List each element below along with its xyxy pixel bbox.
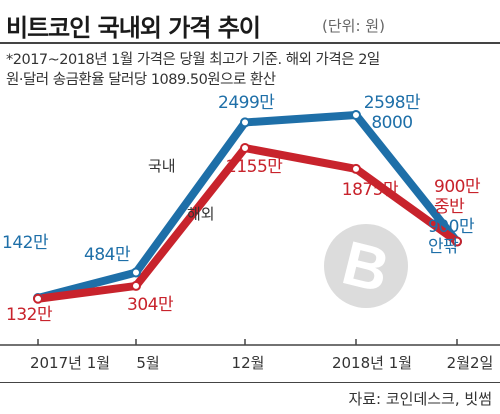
x-tick-label: 2018년 1월: [332, 354, 412, 372]
data-label: 484만: [84, 245, 131, 265]
series-label: 국내: [148, 157, 176, 175]
header-rule: [0, 42, 500, 44]
note-line-1: *2017~2018년 1월 가격은 당월 최고가 기준. 해외 가격은 2일: [6, 52, 380, 68]
unit-label: (단위: 원): [322, 17, 385, 35]
data-point: [351, 110, 361, 120]
bitcoin-watermark-icon: B: [324, 224, 408, 308]
data-label: 142만: [2, 233, 49, 253]
data-label: 304만: [127, 295, 174, 315]
data-label: 2155만: [226, 157, 283, 177]
x-tick-label: 5월: [136, 354, 159, 372]
data-point: [131, 280, 141, 291]
note-line-2: 원·달러 송금환율 달러당 1089.50원으로 환산: [6, 72, 276, 88]
data-label: 1875만: [342, 180, 399, 200]
data-label: 900만 중반: [434, 177, 481, 217]
data-label: 132만: [6, 305, 53, 325]
source-text: 자료: 코인데스크, 빗썸: [348, 390, 492, 408]
data-label: 900만 안팎: [428, 217, 475, 257]
series-label: 해외: [187, 205, 215, 223]
chart-title: 비트코인 국내외 가격 추이: [6, 14, 261, 42]
data-point: [240, 143, 250, 154]
x-tick-label: 2월2일: [447, 354, 494, 372]
x-tick-label: 2017년 1월: [30, 354, 110, 372]
footer-rule: [0, 382, 500, 383]
x-tick-label: 12월: [232, 354, 265, 372]
data-point: [240, 117, 250, 128]
data-point: [33, 293, 43, 304]
data-point: [351, 163, 361, 174]
data-label: 2499만: [218, 93, 275, 113]
data-point: [452, 236, 462, 247]
data-point: [131, 267, 141, 278]
data-label: 2598만 8000: [364, 93, 421, 133]
